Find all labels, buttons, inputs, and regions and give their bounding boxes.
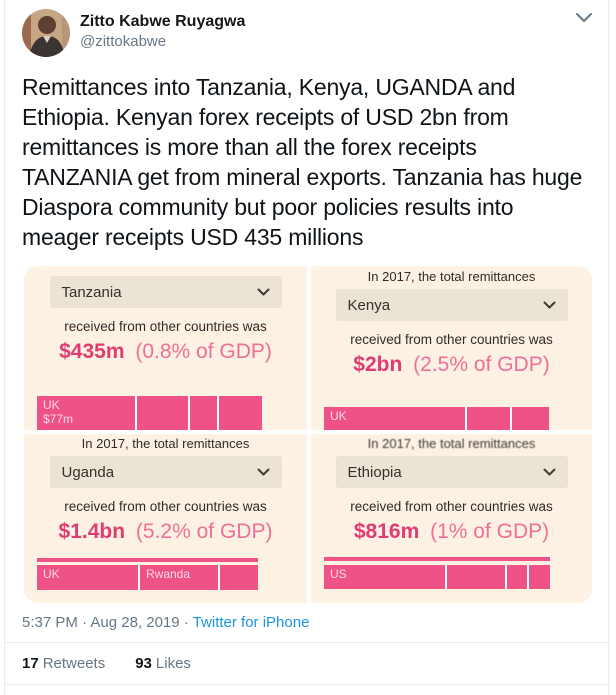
- remittance-panel-ethiopia: In 2017, the total remittances Ethiopia …: [311, 434, 592, 603]
- tweet-card: Zitto Kabwe Ruyagwa @zittokabwe Remittan…: [4, 0, 609, 695]
- treemap-upper-row-sliver: [37, 558, 258, 562]
- panel-value: $2bn (2.5% of GDP): [311, 353, 592, 377]
- country-dropdown-value: Kenya: [347, 296, 391, 314]
- chevron-down-icon: [576, 13, 592, 22]
- likes-count: 93: [135, 655, 152, 672]
- bar-segment: [505, 565, 527, 589]
- panel-subtitle: received from other countries was: [350, 332, 553, 347]
- remittance-amount: $2bn: [353, 353, 403, 376]
- bar-segment-uk: UK $77m: [37, 396, 136, 430]
- remittance-amount: $816m: [353, 520, 420, 543]
- remittance-bar: UK: [324, 407, 549, 430]
- remittance-amount: $1.4bn: [58, 520, 126, 543]
- avatar-photo: [22, 9, 70, 57]
- bar-segment-rwanda: Rwanda: [137, 565, 218, 590]
- bar-segment: [444, 565, 506, 589]
- panel-subtitle: received from other countries was: [64, 319, 267, 334]
- tweet-more-button[interactable]: [573, 9, 595, 28]
- author-handle[interactable]: @zittokabwe: [80, 33, 167, 50]
- country-dropdown-kenya: Kenya: [335, 289, 568, 321]
- separator-dot: ·: [183, 614, 189, 631]
- author-block: Zitto Kabwe Ruyagwa @zittokabwe: [80, 9, 245, 52]
- bar-segment-label: UK: [330, 409, 347, 423]
- country-dropdown-tanzania: Tanzania: [49, 276, 282, 308]
- tweet-text-line: meager receipts USD 435 millions: [22, 224, 364, 250]
- bar-segment: [465, 407, 511, 430]
- bar-segment: [526, 565, 550, 589]
- chevron-down-icon: [543, 301, 555, 309]
- tweet-header: Zitto Kabwe Ruyagwa @zittokabwe: [22, 9, 592, 57]
- tweet-text-line: Diaspora community but poor policies res…: [22, 194, 514, 220]
- bar-segment-sublabel: $77m: [43, 412, 74, 426]
- panel-value: $816m (1% of GDP): [311, 520, 592, 544]
- bar-segment: [510, 407, 549, 430]
- panel-context-line: In 2017, the total remittances: [367, 436, 536, 451]
- avatar[interactable]: [22, 9, 70, 57]
- remittance-panel-tanzania: Tanzania received from other countries w…: [24, 266, 307, 430]
- remittance-gdp-note: (5.2% of GDP): [135, 520, 273, 543]
- remittance-gdp-note: (1% of GDP): [430, 520, 550, 543]
- retweets-stat[interactable]: 17 Retweets: [22, 655, 105, 672]
- tweet-text-line: TANZANIA get from mineral exports. Tanza…: [22, 164, 583, 190]
- author-name[interactable]: Zitto Kabwe Ruyagwa: [80, 13, 246, 30]
- treemap-upper-row-sliver: [324, 557, 550, 561]
- panel-subtitle: received from other countries was: [64, 499, 267, 514]
- divider: [5, 684, 608, 685]
- remittance-panel-uganda: In 2017, the total remittances Uganda re…: [24, 434, 307, 603]
- chevron-down-icon: [257, 468, 269, 476]
- tweet-text-line: Ethiopia. Kenyan forex receipts of USD 2…: [22, 104, 509, 130]
- remittance-bar: UK Rwanda: [37, 565, 258, 590]
- remittance-panel-kenya: In 2017, the total remittances Kenya rec…: [311, 266, 592, 430]
- chevron-down-icon: [257, 288, 269, 296]
- bar-segment-label: Rwanda: [145, 567, 191, 581]
- bar-segment-uk: UK: [324, 407, 466, 430]
- tweet-image[interactable]: Tanzania received from other countries w…: [24, 266, 592, 603]
- bar-segment: [216, 396, 262, 430]
- remittance-gdp-note: (2.5% of GDP): [413, 353, 550, 376]
- tweet-text: Remittances into Tanzania, Kenya, UGANDA…: [22, 72, 592, 252]
- remittance-gdp-note: (0.8% of GDP): [135, 340, 272, 363]
- panel-subtitle: received from other countries was: [350, 499, 553, 514]
- tweet-text-line: Remittances into Tanzania, Kenya, UGANDA…: [22, 74, 516, 100]
- stats-row: 17 Retweets 93 Likes: [22, 643, 592, 683]
- panel-context-line: In 2017, the total remittances: [367, 269, 536, 284]
- remittance-bar: US: [324, 565, 550, 589]
- divider: [5, 642, 608, 643]
- chevron-down-icon: [543, 468, 555, 476]
- panel-value: $435m (0.8% of GDP): [24, 340, 307, 364]
- timestamp-row: 5:37 PM · Aug 28, 2019 · Twitter for iPh…: [22, 614, 592, 631]
- bar-segment: [217, 565, 258, 590]
- remittance-amount: $435m: [59, 340, 125, 363]
- country-dropdown-value: Ethiopia: [347, 463, 402, 481]
- retweets-count: 17: [22, 655, 39, 672]
- likes-label: Likes: [155, 655, 191, 672]
- country-dropdown-value: Tanzania: [61, 283, 122, 301]
- country-dropdown-value: Uganda: [61, 463, 115, 481]
- timestamp: 5:37 PM · Aug 28, 2019: [22, 614, 180, 631]
- remittance-bar: UK $77m: [37, 396, 262, 430]
- likes-stat[interactable]: 93 Likes: [135, 655, 191, 672]
- panel-value: $1.4bn (5.2% of GDP): [24, 520, 307, 544]
- bar-segment: [135, 396, 188, 430]
- retweets-label: Retweets: [42, 655, 106, 672]
- bar-segment-label: UK: [43, 398, 60, 412]
- source-link[interactable]: Twitter for iPhone: [192, 614, 310, 631]
- bar-segment: [187, 396, 217, 430]
- bar-segment-uk: UK: [37, 565, 138, 590]
- country-dropdown-uganda: Uganda: [49, 456, 282, 488]
- panel-context-line: In 2017, the total remittances: [81, 436, 250, 451]
- bar-segment-us: US: [324, 565, 445, 589]
- bar-segment-label: UK: [43, 567, 60, 581]
- bar-segment-label: US: [330, 567, 347, 581]
- country-dropdown-ethiopia: Ethiopia: [335, 456, 568, 488]
- tweet-text-line: remittances is more than all the forex r…: [22, 134, 477, 160]
